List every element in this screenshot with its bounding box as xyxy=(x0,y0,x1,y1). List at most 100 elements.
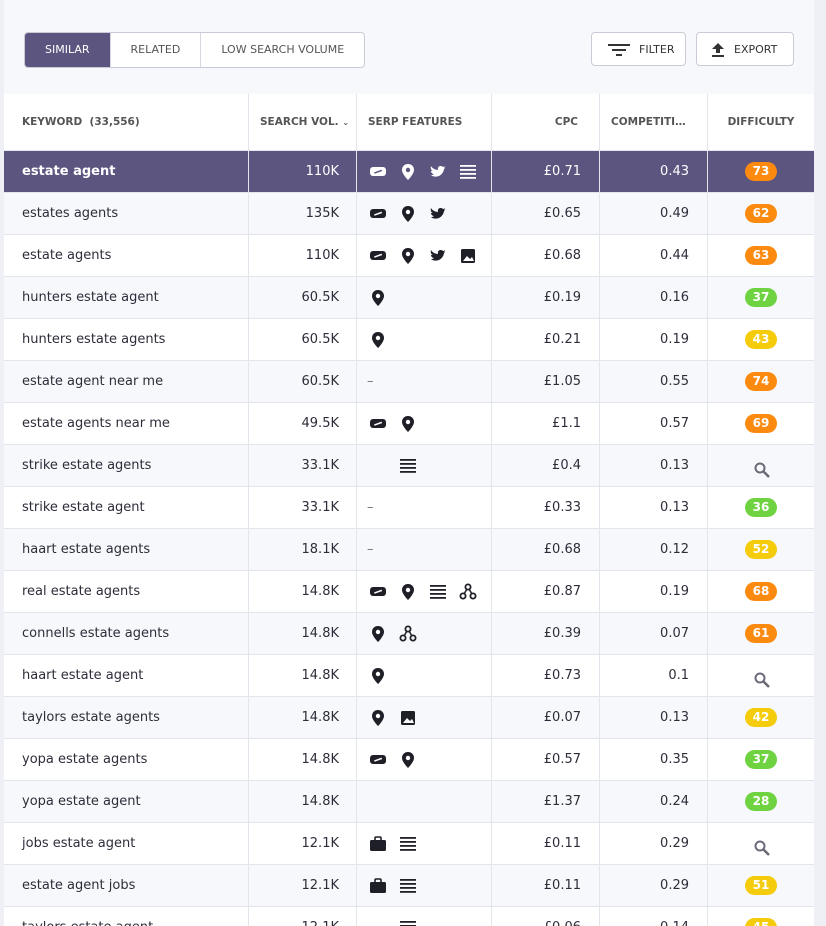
table-row[interactable]: haart estate agent 14.8K £0.73 0.1 xyxy=(4,654,814,696)
competition-cell: 0.13 xyxy=(660,710,689,725)
column-separator xyxy=(248,739,249,780)
table-row[interactable]: strike estate agents 33.1K £0.4 0.13 xyxy=(4,444,814,486)
serp-icon xyxy=(398,246,418,266)
column-separator xyxy=(491,277,492,318)
competition-cell: 0.1 xyxy=(668,668,689,683)
export-button[interactable]: EXPORT xyxy=(696,32,794,66)
table-row[interactable]: yopa estate agents 14.8K £0.57 0.35 37 xyxy=(4,738,814,780)
serp-icon xyxy=(368,330,388,350)
tab[interactable]: LOW SEARCH VOLUME xyxy=(200,33,364,67)
table-row[interactable]: jobs estate agent 12.1K £0.11 0.29 xyxy=(4,822,814,864)
competition-cell: 0.57 xyxy=(660,416,689,431)
column-separator xyxy=(599,193,600,234)
competition-cell: 0.29 xyxy=(660,836,689,851)
volume-cell: 33.1K xyxy=(301,500,339,515)
cpc-cell: £0.19 xyxy=(543,290,581,305)
ad-icon xyxy=(370,251,386,260)
cpc-cell: £1.37 xyxy=(543,794,581,809)
table-row[interactable]: hunters estate agents 60.5K £0.21 0.19 43 xyxy=(4,318,814,360)
table-row[interactable]: taylors estate agent 12.1K £0.06 0.14 45 xyxy=(4,906,814,926)
table-row[interactable]: estate agent near me 60.5K – £1.05 0.55 74 xyxy=(4,360,814,402)
column-separator xyxy=(599,781,600,822)
analyze-icon[interactable] xyxy=(752,666,772,688)
difficulty-cell: 42 xyxy=(707,697,814,738)
table-row[interactable]: haart estate agents 18.1K – £0.68 0.12 52 xyxy=(4,528,814,570)
volume-cell: 60.5K xyxy=(301,290,339,305)
list-icon xyxy=(430,585,446,599)
difficulty-badge: 43 xyxy=(745,330,777,349)
filter-icon xyxy=(608,44,630,56)
competition-cell: 0.12 xyxy=(660,542,689,557)
column-separator xyxy=(707,277,708,318)
header-competition[interactable]: COMPETITI… xyxy=(599,94,707,150)
keyword-cell: estate agent jobs xyxy=(22,878,136,893)
header-serp: SERP FEATURES xyxy=(356,94,491,150)
serp-icon xyxy=(428,204,448,224)
pin-icon xyxy=(372,710,384,726)
column-separator xyxy=(491,235,492,276)
column-separator xyxy=(356,277,357,318)
keyword-cell: estates agents xyxy=(22,206,119,221)
table-row[interactable]: connells estate agents 14.8K £0.39 0.07 61 xyxy=(4,612,814,654)
volume-cell: 135K xyxy=(305,206,339,221)
brief-icon xyxy=(370,836,386,851)
column-separator xyxy=(491,739,492,780)
column-separator xyxy=(707,739,708,780)
sort-arrow: ⌄ xyxy=(342,118,350,127)
list-icon xyxy=(400,879,416,893)
cpc-cell: £0.68 xyxy=(543,542,581,557)
column-separator xyxy=(707,235,708,276)
volume-cell: 14.8K xyxy=(301,584,339,599)
header-difficulty[interactable]: DIFFICULTY xyxy=(707,94,814,150)
difficulty-badge: 45 xyxy=(745,918,777,926)
table-row[interactable]: taylors estate agents 14.8K £0.07 0.13 42 xyxy=(4,696,814,738)
filter-button[interactable]: FILTER xyxy=(591,32,686,66)
table-row[interactable]: strike estate agent 33.1K – £0.33 0.13 36 xyxy=(4,486,814,528)
table-row[interactable]: hunters estate agent 60.5K £0.19 0.16 37 xyxy=(4,276,814,318)
table-row[interactable]: yopa estate agent 14.8K £1.37 0.24 28 xyxy=(4,780,814,822)
column-separator xyxy=(356,739,357,780)
table-row[interactable]: estate agents near me 49.5K £1.1 0.57 69 xyxy=(4,402,814,444)
column-separator xyxy=(599,361,600,402)
competition-cell: 0.14 xyxy=(599,907,689,926)
table-row[interactable]: estate agent 110K £0.71 0.43 73 xyxy=(4,150,814,192)
tab[interactable]: RELATED xyxy=(109,33,201,67)
analyze-icon[interactable] xyxy=(752,456,772,478)
brief-icon xyxy=(370,878,386,893)
column-separator xyxy=(356,193,357,234)
column-separator xyxy=(707,697,708,738)
table-row[interactable]: estate agent jobs 12.1K £0.11 0.29 51 xyxy=(4,864,814,906)
analyze-icon[interactable] xyxy=(752,834,772,856)
column-separator xyxy=(491,529,492,570)
cpc-cell: £0.57 xyxy=(543,752,581,767)
column-separator xyxy=(248,487,249,528)
keyword-cell: taylors estate agent xyxy=(22,907,153,926)
difficulty-cell: 28 xyxy=(707,781,814,822)
keyword-cell: real estate agents xyxy=(22,584,141,599)
pin-icon xyxy=(402,584,414,600)
table-row[interactable]: real estate agents 14.8K £0.87 0.19 68 xyxy=(4,570,814,612)
volume-cell: 14.8K xyxy=(301,752,339,767)
column-separator xyxy=(599,907,600,926)
net-icon xyxy=(399,625,417,642)
competition-cell: 0.35 xyxy=(660,752,689,767)
serp-icon xyxy=(398,834,418,854)
serp-icon xyxy=(398,414,418,434)
tab[interactable]: SIMILAR xyxy=(25,33,110,67)
column-separator xyxy=(356,235,357,276)
column-separator xyxy=(599,739,600,780)
img-icon xyxy=(461,249,475,263)
column-separator xyxy=(356,487,357,528)
cpc-cell: £0.68 xyxy=(543,248,581,263)
volume-cell: 110K xyxy=(305,248,339,263)
table-row[interactable]: estate agents 110K £0.68 0.44 63 xyxy=(4,234,814,276)
header-keyword[interactable]: KEYWORD (33,556) xyxy=(4,94,248,150)
column-separator xyxy=(248,403,249,444)
competition-cell: 0.43 xyxy=(660,164,689,179)
header-cpc[interactable]: CPC xyxy=(491,94,599,150)
header-volume[interactable]: SEARCH VOL. ⌄ xyxy=(248,94,356,150)
keyword-cell: strike estate agents xyxy=(22,458,152,473)
difficulty-badge: 74 xyxy=(745,372,777,391)
table-row[interactable]: estates agents 135K £0.65 0.49 62 xyxy=(4,192,814,234)
column-separator xyxy=(599,235,600,276)
